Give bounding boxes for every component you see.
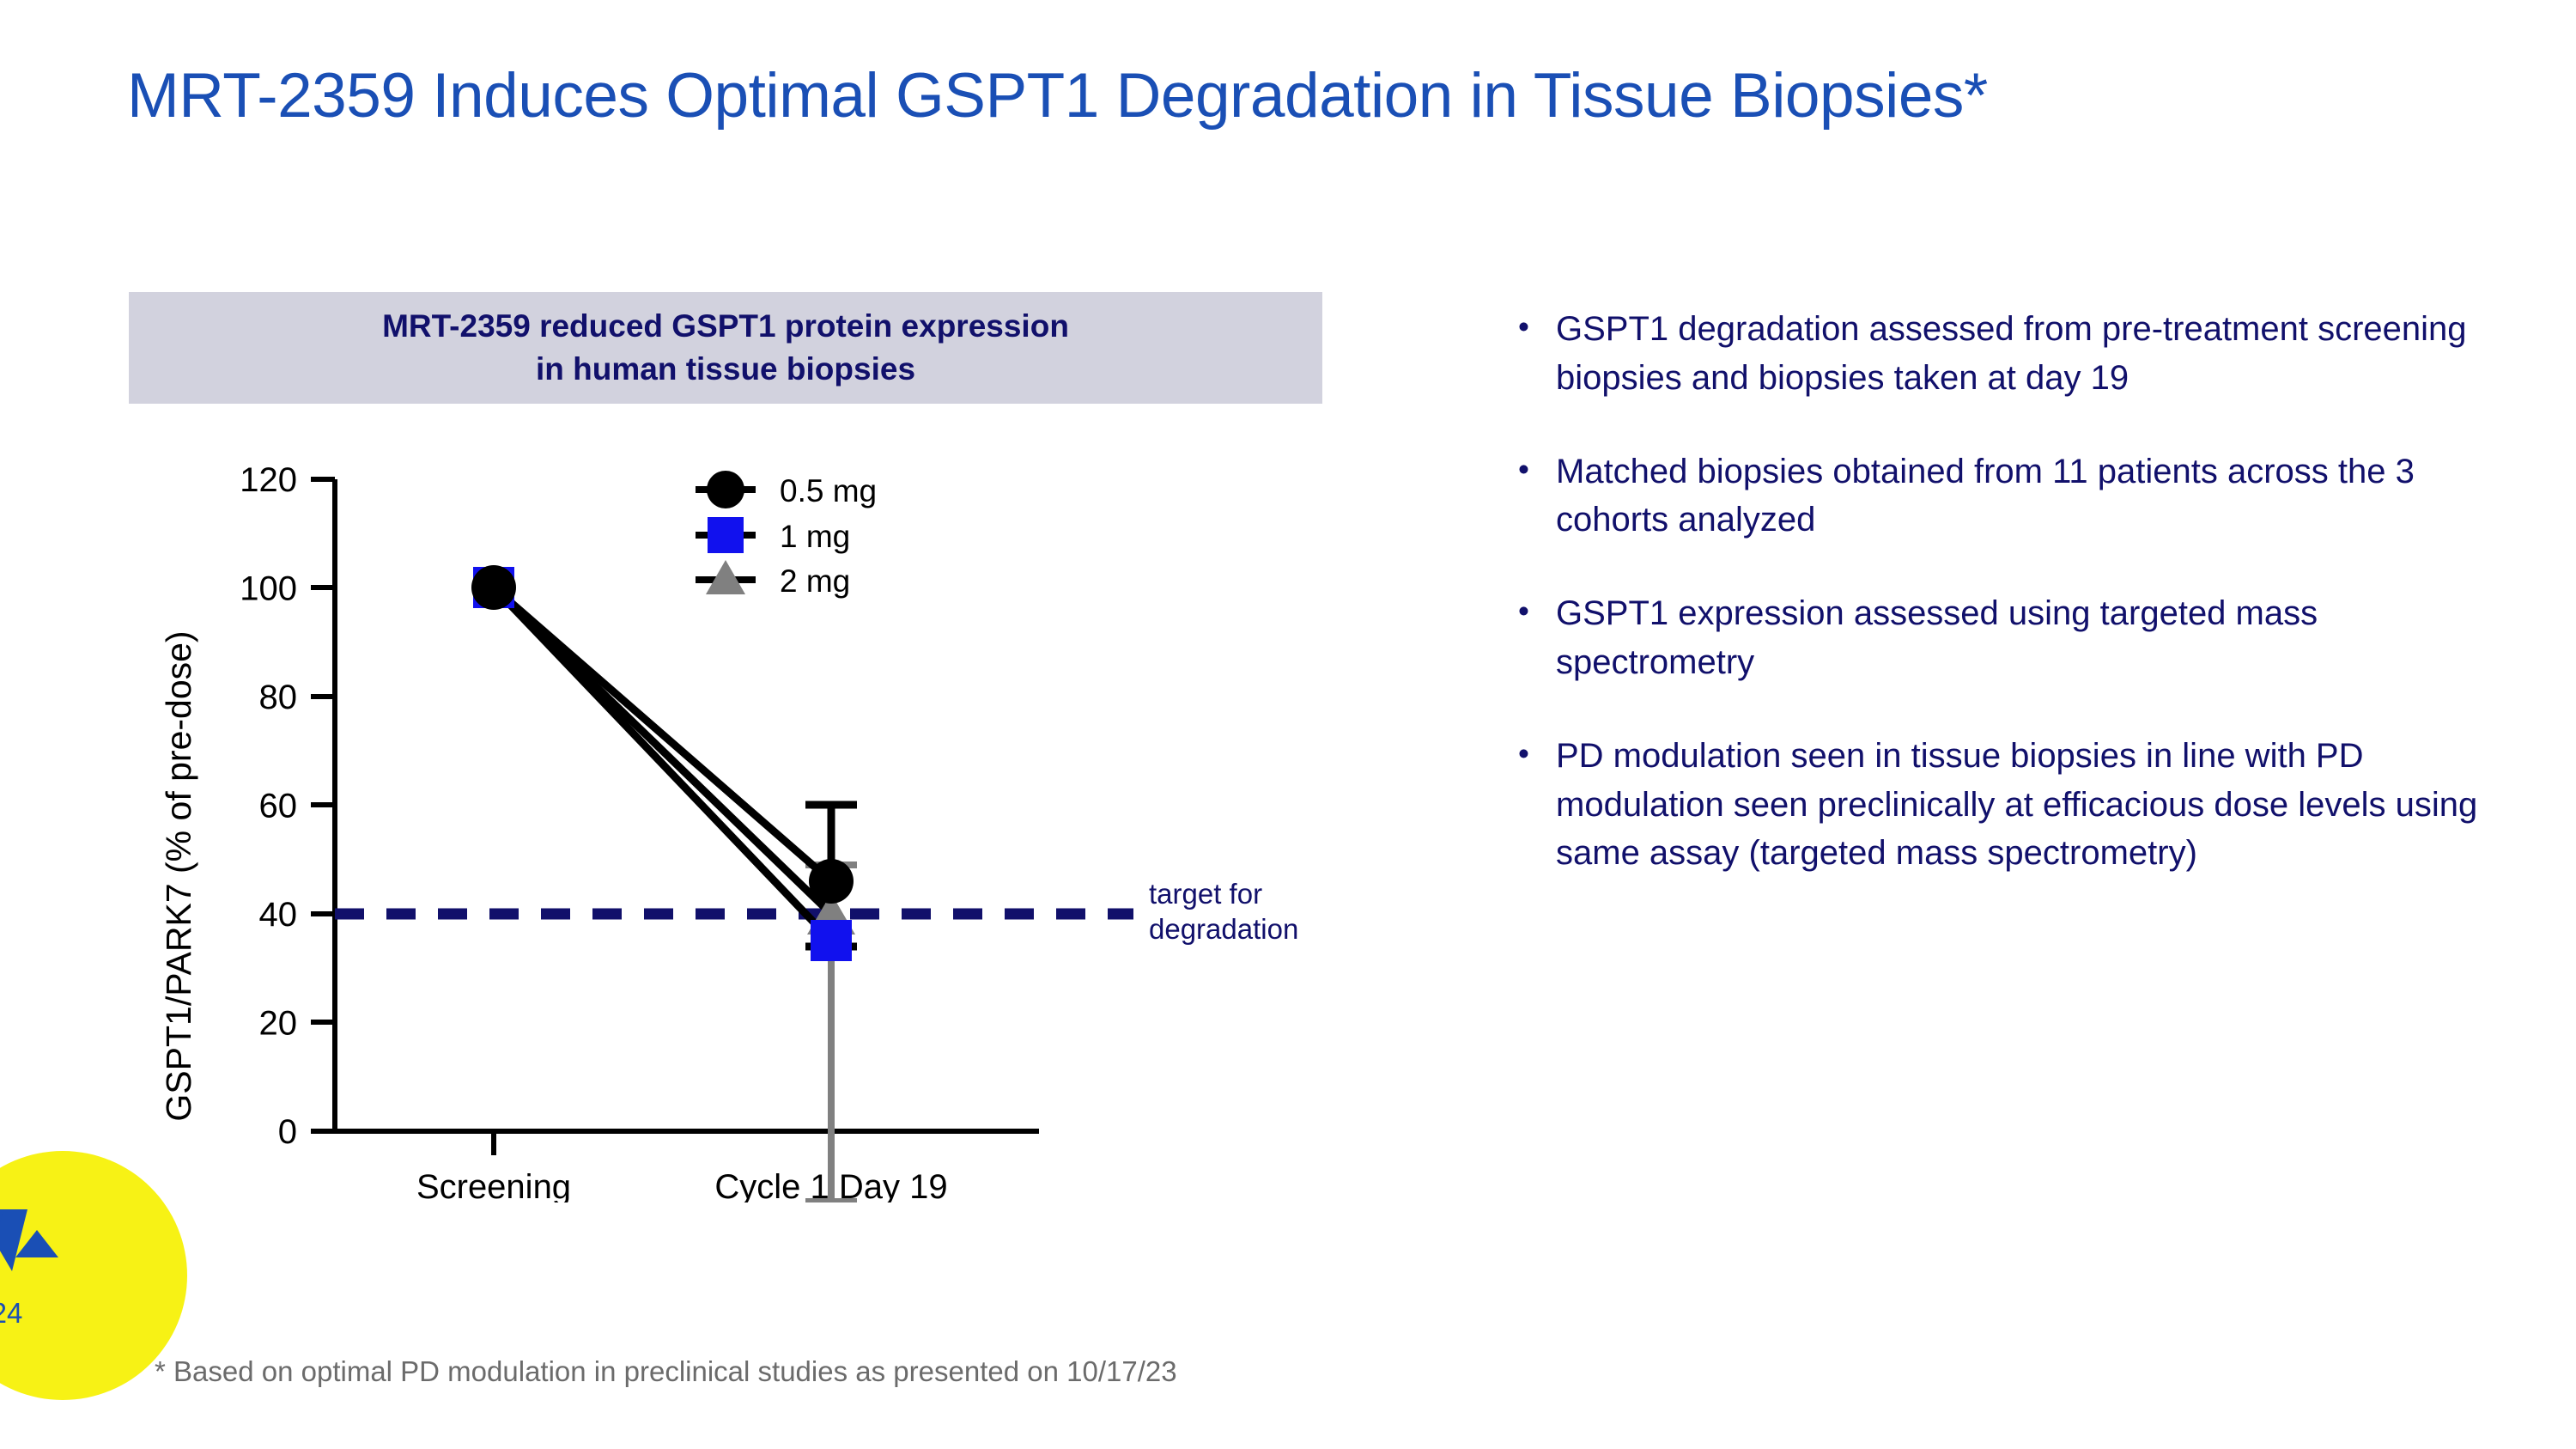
x-tick-label: Screening (416, 1168, 571, 1202)
bullet-item: • GSPT1 expression assessed using targete… (1511, 589, 2524, 687)
bullet-marker-icon: • (1518, 594, 1529, 630)
company-logo-icon (0, 1209, 58, 1271)
marker-0-5mg-day19 (809, 859, 854, 904)
x-tick-label: Cycle 1 Day 19 (714, 1168, 947, 1202)
bullet-item: • PD modulation seen in tissue biopsies i… (1511, 732, 2524, 878)
bullet-item: • Matched biopsies obtained from 11 patie… (1511, 447, 2524, 545)
chart-header-line-1: MRT-2359 reduced GSPT1 protein expressio… (382, 308, 1069, 344)
chart-header-banner: MRT-2359 reduced GSPT1 protein expressio… (129, 292, 1322, 404)
chart-axes (311, 477, 1039, 1155)
y-tick-label: 120 (240, 464, 297, 499)
bullet-list: • GSPT1 degradation assessed from pre-tre… (1511, 305, 2524, 922)
y-tick-label: 20 (259, 1005, 298, 1043)
marker-group-day19 (807, 859, 855, 961)
legend-label-2mg: 2 mg (780, 563, 850, 599)
x-axis-tick-labels: Screening Cycle 1 Day 19 (416, 1168, 948, 1202)
legend-marker-2mg (706, 560, 745, 594)
marker-group-screening (471, 565, 516, 610)
target-label-line-2: degradation (1149, 913, 1298, 945)
y-axis-tick-labels: 0 20 40 60 80 100 120 (240, 464, 297, 1151)
target-annotation-text: target for degradation (1149, 878, 1298, 945)
bullet-text: GSPT1 expression assessed using targeted… (1556, 594, 2318, 681)
gspt1-degradation-line-chart: GSPT1/PARK7 (% of pre-dose) 0 20 40 60 80 100… (159, 464, 1298, 1202)
chart-panel: MRT-2359 reduced GSPT1 protein expressio… (129, 292, 1322, 1202)
chart-plot-area: GSPT1/PARK7 (% of pre-dose) 0 20 40 60 80 100… (129, 464, 1322, 1202)
y-tick-label: 0 (278, 1113, 297, 1151)
series-lines (490, 584, 835, 944)
legend-marker-0-5mg (707, 471, 744, 508)
legend-marker-1mg (708, 517, 744, 553)
bullet-text: Matched biopsies obtained from 11 patien… (1556, 452, 2415, 539)
chart-legend: 0.5 mg 1 mg 2 mg (696, 471, 877, 599)
marker-0-5mg-screening (471, 565, 516, 610)
bullet-text: GSPT1 degradation assessed from pre-trea… (1556, 310, 2467, 397)
bullet-marker-icon: • (1518, 735, 1529, 771)
page-number: 24 (0, 1297, 23, 1329)
target-label-line-1: target for (1149, 878, 1262, 910)
legend-label-0-5mg: 0.5 mg (780, 473, 877, 508)
bullet-marker-icon: • (1518, 309, 1529, 344)
y-tick-label: 80 (259, 679, 298, 716)
chart-header-line-2: in human tissue biopsies (535, 351, 916, 387)
y-tick-label: 60 (259, 788, 298, 825)
bullet-item: • GSPT1 degradation assessed from pre-tre… (1511, 305, 2524, 403)
y-axis-title: GSPT1/PARK7 (% of pre-dose) (159, 630, 198, 1121)
y-tick-label: 100 (240, 570, 297, 608)
marker-1mg-day19 (811, 920, 852, 961)
y-tick-label: 40 (259, 896, 298, 934)
footnote: * Based on optimal PD modulation in prec… (155, 1355, 1177, 1387)
legend-label-1mg: 1 mg (780, 519, 850, 554)
page-title: MRT-2359 Induces Optimal GSPT1 Degradati… (127, 61, 1988, 131)
bullet-marker-icon: • (1518, 451, 1529, 487)
bullet-text: PD modulation seen in tissue biopsies in… (1556, 736, 2478, 873)
